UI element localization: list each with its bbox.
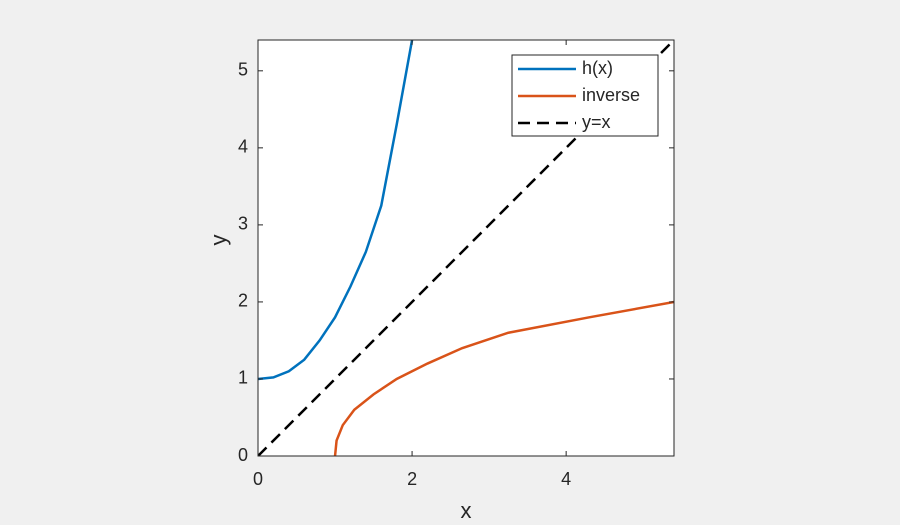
y-tick-label: 3 <box>238 214 248 234</box>
line <box>258 40 674 456</box>
y-tick-label: 4 <box>238 137 248 157</box>
legend-label: h(x) <box>582 58 613 78</box>
x-axis-label: x <box>461 498 472 523</box>
legend-label: y=x <box>582 112 611 132</box>
line <box>333 300 674 456</box>
y-tick-label: 0 <box>238 445 248 465</box>
y-tick-label: 2 <box>238 291 248 311</box>
x-tick-label: 2 <box>407 469 417 489</box>
y-axis-label: y <box>206 235 231 246</box>
axes-box <box>257 39 675 457</box>
legend-label: inverse <box>582 85 640 105</box>
x-tick-label: 0 <box>253 469 263 489</box>
line <box>258 40 414 381</box>
y-tick-label: 1 <box>238 368 248 388</box>
x-tick-label: 4 <box>561 469 571 489</box>
y-tick-label: 5 <box>238 60 248 80</box>
